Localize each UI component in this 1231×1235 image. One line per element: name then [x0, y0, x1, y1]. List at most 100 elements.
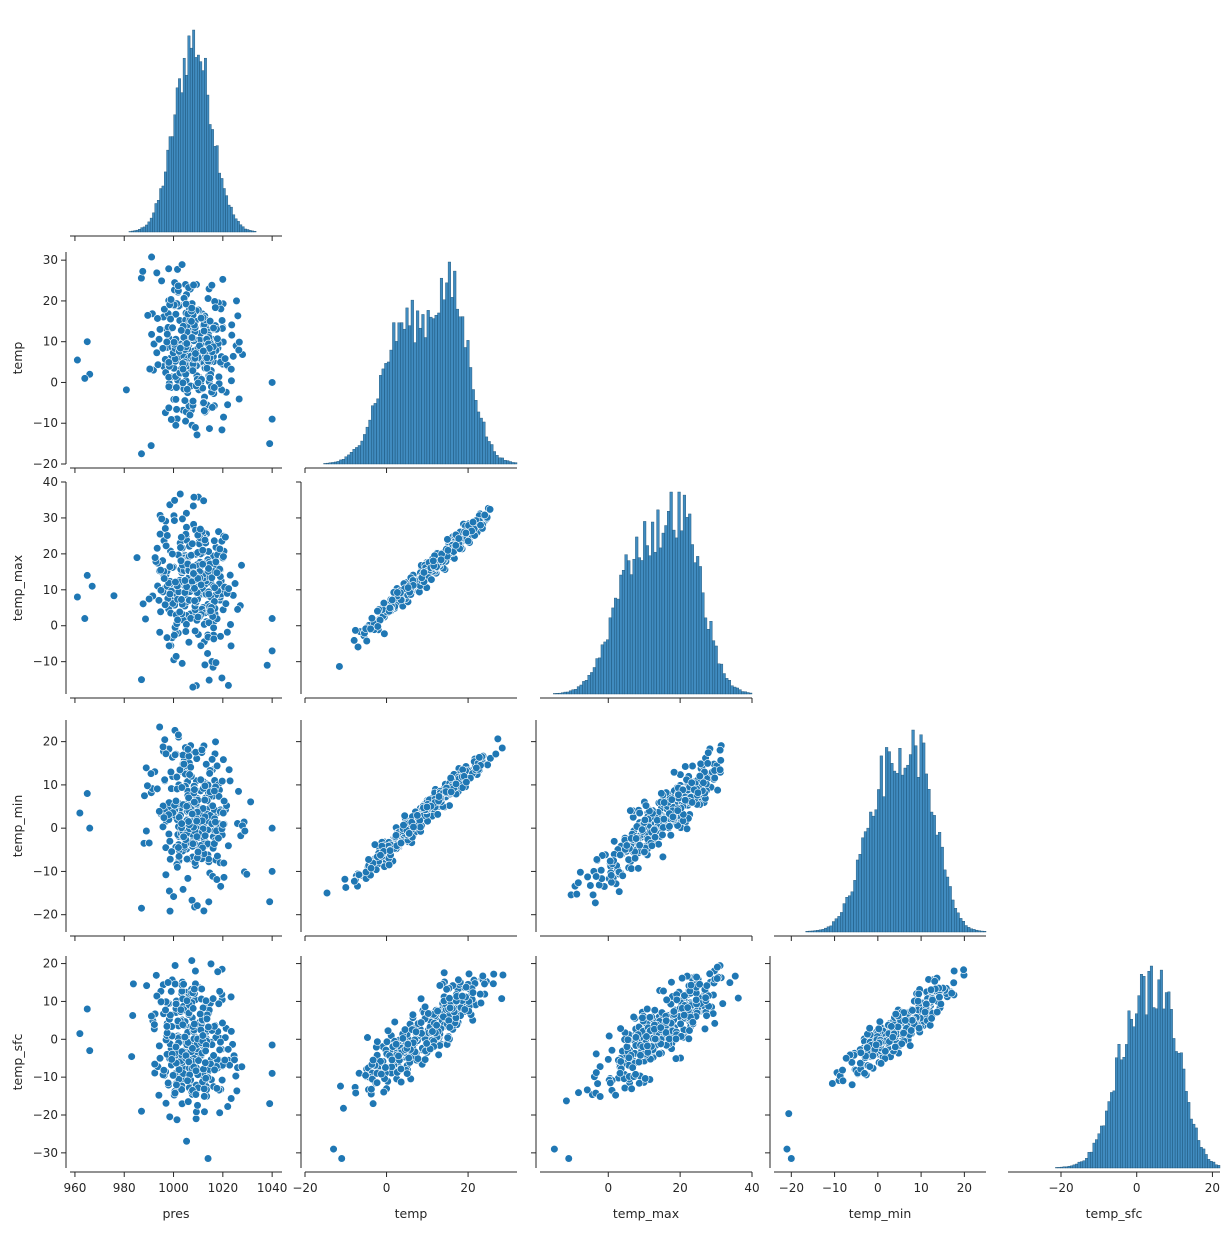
hist-bar	[234, 218, 238, 233]
scatter-point	[155, 722, 164, 732]
scatter-point	[615, 1069, 625, 1078]
scatter-point	[191, 966, 200, 976]
scatter-point	[171, 796, 181, 806]
scatter-point	[156, 607, 165, 616]
scatter-point	[597, 866, 606, 875]
scatter-point	[192, 430, 202, 439]
hist-bar	[355, 447, 359, 465]
hist-bar	[218, 172, 221, 233]
scatter-point	[140, 791, 149, 800]
scatter-point	[165, 907, 175, 916]
scatter-point	[446, 1003, 455, 1013]
scatter-point	[188, 683, 197, 692]
scatter-point	[210, 383, 219, 392]
scatter-point	[460, 1005, 469, 1014]
scatter-point	[388, 595, 397, 605]
scatter-point	[193, 847, 203, 857]
scatter-point	[163, 531, 172, 540]
scatter-point	[209, 634, 218, 644]
hist-bar	[901, 774, 905, 933]
hist-bar	[1199, 1147, 1203, 1169]
hist-bar	[344, 456, 348, 465]
scatter-point	[203, 649, 212, 658]
scatter-point	[164, 403, 173, 412]
scatter-point	[183, 874, 192, 883]
hist-bar	[1192, 1123, 1196, 1169]
scatter-point	[268, 415, 277, 424]
scatter-point	[167, 987, 176, 996]
scatter-point	[659, 986, 668, 996]
scatter-point	[583, 872, 592, 882]
hist-bar	[227, 204, 231, 233]
scatter-point	[208, 801, 217, 810]
y-tick-label: −10	[33, 416, 58, 430]
scatter-point	[865, 1024, 874, 1033]
scatter-point	[461, 528, 471, 538]
x-tick-label: 10	[913, 1181, 928, 1195]
hist-bar	[336, 461, 340, 465]
scatter-point	[109, 591, 119, 600]
hist-bar	[376, 398, 380, 465]
hist-bar	[908, 754, 913, 933]
hist-bar	[215, 145, 219, 233]
scatter-point	[175, 607, 184, 617]
scatter-point	[887, 1022, 896, 1031]
hist-bar	[1080, 1161, 1084, 1169]
y-tick-label: 20	[43, 294, 58, 308]
scatter-point	[201, 996, 211, 1005]
hist-bar	[154, 203, 158, 233]
hist-bar	[696, 556, 700, 695]
scatter-point	[211, 557, 220, 566]
scatter-point	[906, 1041, 915, 1050]
scatter-point	[200, 406, 209, 415]
scatter-point	[933, 1007, 942, 1017]
hist-bar	[142, 226, 146, 233]
hist-bar	[743, 691, 747, 695]
scatter-point	[445, 994, 454, 1003]
scatter-point	[188, 539, 197, 548]
hist-bar	[323, 463, 327, 465]
hist-bar	[211, 129, 214, 233]
y-axis-label-temp_sfc: temp_sfc	[10, 1034, 25, 1091]
scatter-point	[196, 525, 205, 534]
scatter-point	[200, 781, 210, 791]
scatter-point	[668, 812, 678, 822]
hist-bar	[339, 459, 343, 465]
hist-bar	[661, 532, 665, 695]
hist-bar	[664, 525, 668, 695]
scatter-point	[478, 971, 487, 981]
scatter-point	[362, 636, 371, 646]
scatter-point	[713, 974, 722, 983]
hist-bar	[1075, 1163, 1079, 1169]
hist-bar	[1212, 1161, 1216, 1169]
hist-bar	[1142, 976, 1146, 1169]
hist-bar	[463, 347, 467, 465]
hist-bar	[640, 560, 644, 695]
hist-bar	[855, 859, 860, 933]
scatter-point	[207, 573, 216, 582]
x-tick-label: 20	[957, 1181, 972, 1195]
hist-bar	[408, 325, 412, 465]
hist-bar	[149, 217, 153, 233]
hist-bar	[709, 621, 713, 695]
scatter-point	[137, 274, 146, 283]
scatter-point	[647, 841, 656, 850]
scatter-point	[433, 1006, 442, 1016]
scatter-point	[643, 1041, 652, 1051]
scatter-point	[156, 566, 165, 575]
scatter-point	[163, 330, 172, 339]
scatter-point	[446, 773, 455, 783]
scatter-point	[480, 979, 489, 989]
hist-bar	[506, 460, 510, 465]
scatter-point	[137, 1107, 146, 1116]
hist-bar	[213, 146, 217, 233]
scatter-point	[891, 1042, 900, 1052]
scatter-point	[212, 875, 221, 884]
scatter-point	[863, 1043, 872, 1052]
scatter-point	[171, 979, 180, 989]
scatter-point	[180, 1032, 189, 1042]
scatter-point	[178, 885, 188, 894]
scatter-point	[171, 421, 180, 430]
scatter-point	[387, 1055, 397, 1064]
panel-temp_sfc-vs-temp: −20 0 20	[292, 956, 517, 1195]
